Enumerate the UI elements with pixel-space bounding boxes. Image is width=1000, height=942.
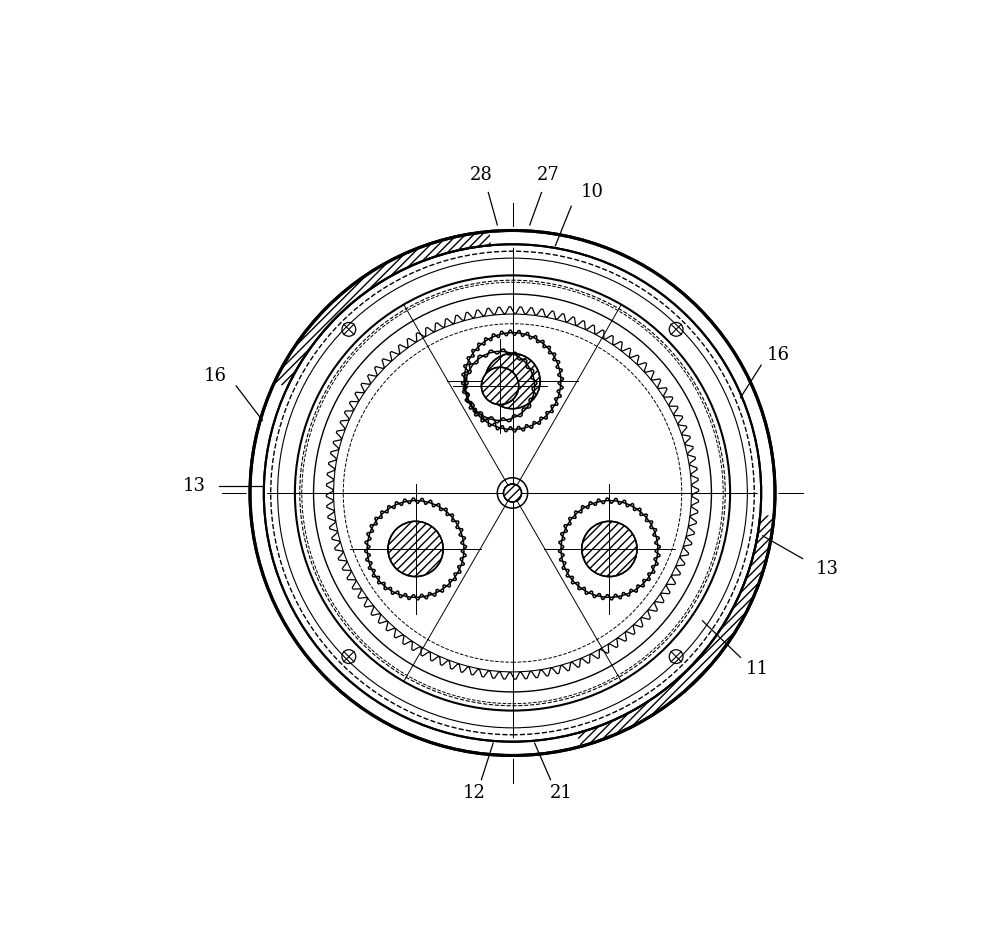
Text: 16: 16 — [204, 366, 227, 384]
Circle shape — [504, 484, 521, 502]
Text: 21: 21 — [549, 785, 572, 803]
PathPatch shape — [247, 381, 581, 759]
Text: 11: 11 — [746, 660, 769, 678]
Circle shape — [582, 521, 637, 577]
Text: 16: 16 — [767, 346, 790, 364]
Text: 28: 28 — [470, 166, 493, 185]
Text: 27: 27 — [537, 166, 560, 185]
Text: 13: 13 — [183, 477, 206, 495]
PathPatch shape — [489, 227, 778, 516]
Text: 10: 10 — [580, 184, 603, 202]
Circle shape — [388, 521, 443, 577]
Circle shape — [485, 353, 540, 409]
Circle shape — [481, 367, 519, 404]
Text: 13: 13 — [815, 560, 838, 578]
Text: 12: 12 — [463, 785, 486, 803]
